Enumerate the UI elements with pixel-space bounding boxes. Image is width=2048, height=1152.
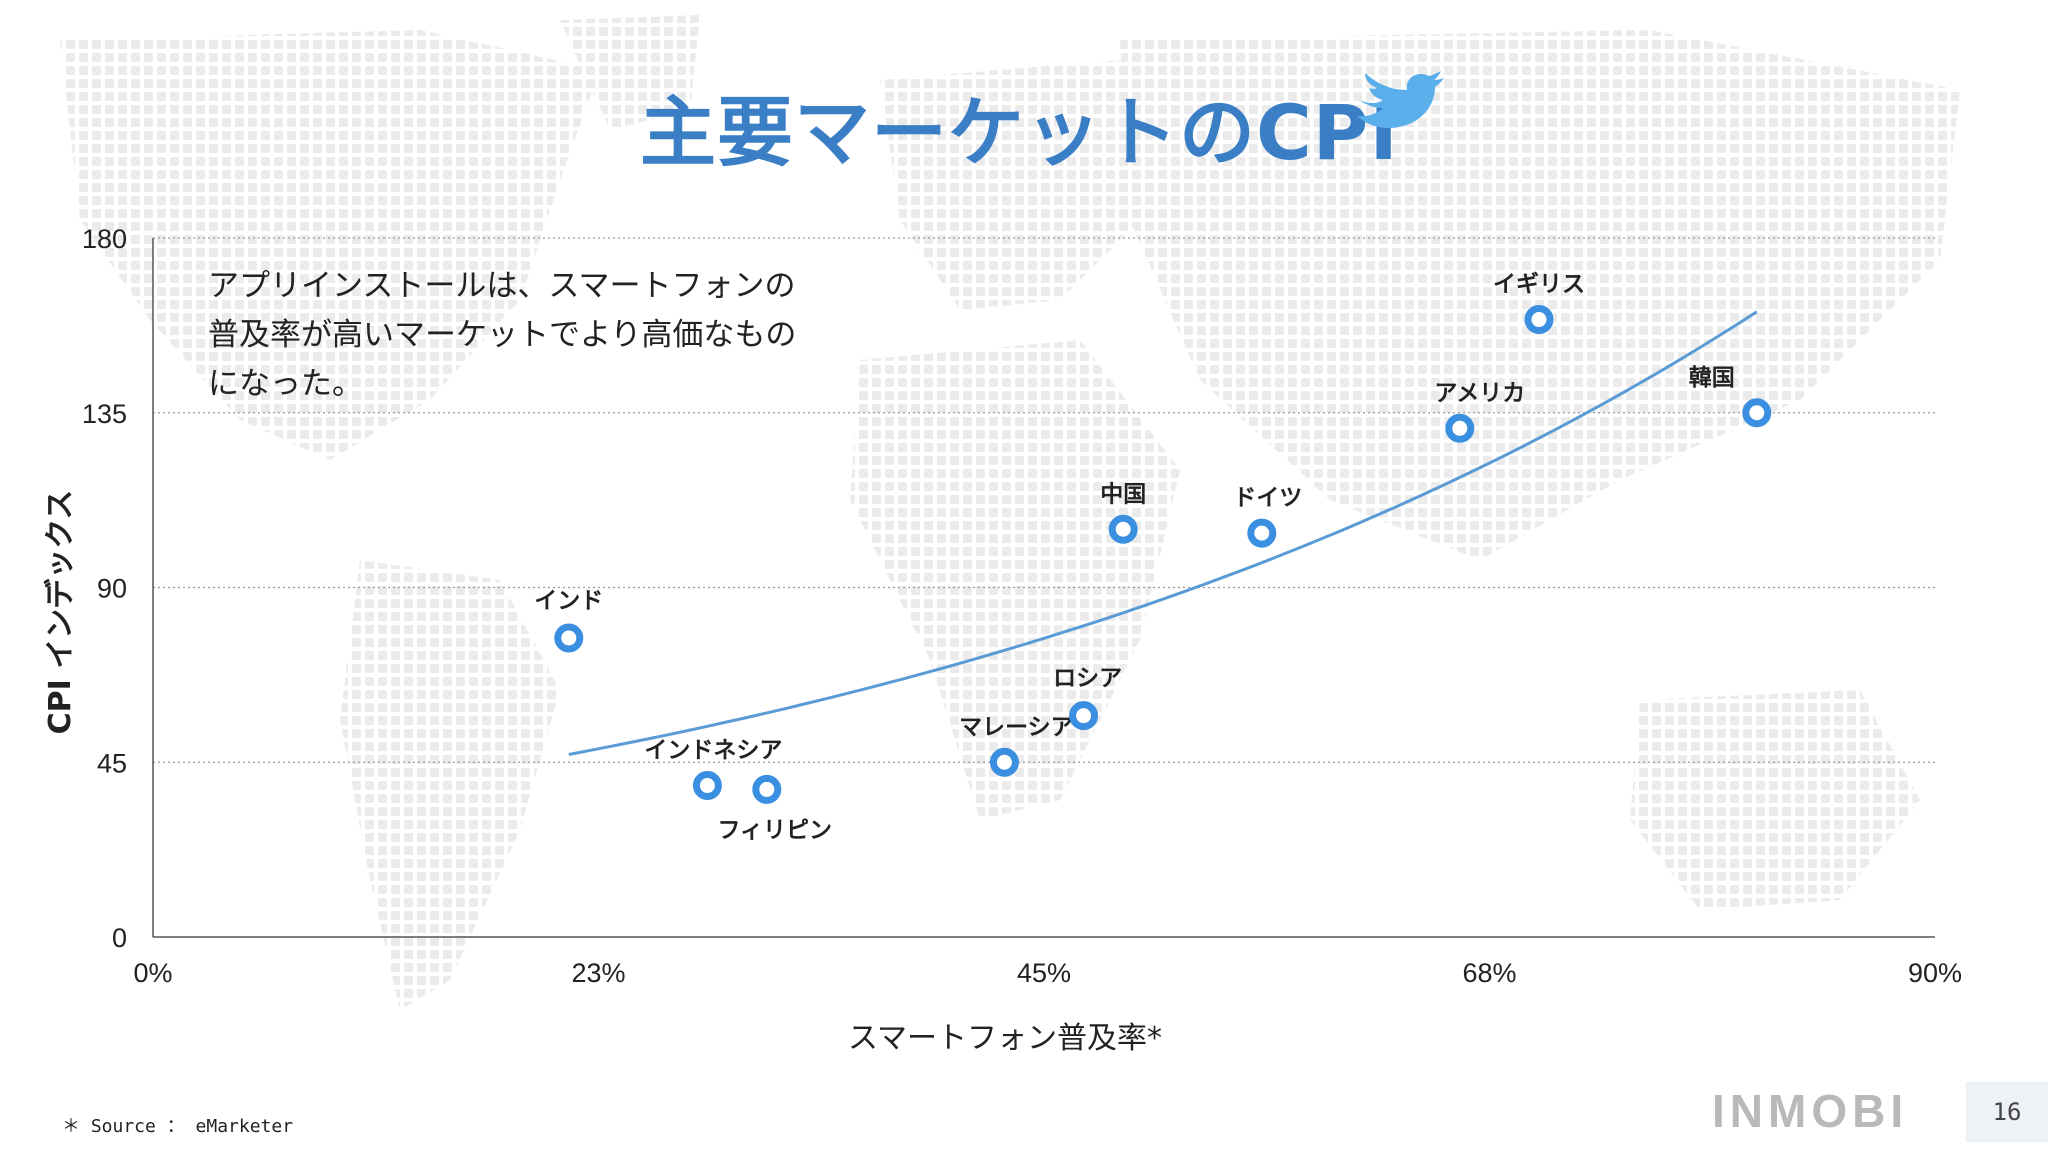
data-point [752, 774, 782, 804]
x-tick-label: 90% [1908, 958, 1962, 988]
data-point [1445, 413, 1475, 443]
y-tick-label: 135 [82, 399, 127, 429]
chart-axes [152, 238, 1935, 938]
point-label: ドイツ [1233, 485, 1302, 511]
gridlines [153, 237, 1935, 763]
tick-labels: 0 45 90 135 180 0% 23% 45% 68% 90% [82, 224, 1962, 988]
data-point [692, 771, 722, 801]
data-point [1524, 305, 1554, 335]
point-label: イギリス [1493, 272, 1585, 298]
point-label: インド [534, 588, 603, 614]
page-number: 16 [1966, 1082, 2048, 1142]
point-label: アメリカ [1434, 380, 1525, 406]
x-tick-label: 68% [1462, 958, 1516, 988]
point-label: 韓国 [1689, 364, 1735, 391]
data-point [989, 747, 1019, 777]
y-tick-label: 0 [112, 923, 127, 953]
x-tick-label: 0% [133, 958, 172, 988]
y-axis-label: CPI インデックス [43, 490, 78, 735]
data-point [1069, 701, 1099, 731]
twitter-bird-icon [1357, 71, 1444, 128]
y-tick-label: 180 [82, 224, 127, 254]
point-label: フィリピン [718, 817, 833, 843]
data-point [1108, 514, 1138, 544]
x-axis-label: スマートフォン普及率* [848, 1021, 1162, 1056]
x-tick-label: 45% [1017, 958, 1071, 988]
y-tick-label: 90 [97, 574, 127, 604]
data-point [1247, 518, 1277, 548]
trend-line [568, 310, 1758, 756]
data-point [1742, 398, 1772, 428]
y-tick-label: 45 [97, 748, 127, 778]
point-label: インドネシア [644, 738, 782, 764]
slide-title: 主要マーケットのCPI [640, 88, 1399, 177]
x-tick-label: 23% [571, 958, 625, 988]
brand-logo: INMOBI [1712, 1085, 1909, 1137]
annotation-text: アプリインストールは、スマートフォンの 普及率が高いマーケットでより高価なもの … [208, 268, 797, 402]
source-note: ＊ Source ： eMarketer [62, 1116, 294, 1137]
data-point [554, 623, 584, 653]
point-label: 中国 [1100, 481, 1146, 507]
point-label: ロシア [1053, 666, 1122, 692]
point-label: マレーシア [959, 714, 1074, 740]
